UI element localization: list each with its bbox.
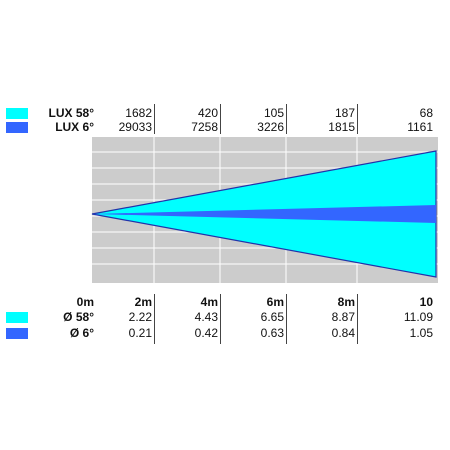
diameter-divider-4m — [220, 294, 221, 344]
diameter-58-label: Ø 58° — [63, 310, 94, 324]
lux-58-value-10m: 68 — [419, 106, 433, 120]
beam-6-cone — [92, 205, 436, 223]
lux-6-value-6m: 3226 — [257, 120, 284, 134]
lux-divider-2m — [154, 104, 155, 134]
lux-58-value-8m: 187 — [334, 106, 355, 120]
diameter-6-value-6m: 0.63 — [260, 326, 284, 340]
distance-header-10m: 10 — [419, 295, 433, 309]
diameter-58-swatch — [6, 312, 28, 323]
lux-58-value-4m: 420 — [197, 106, 218, 120]
diameter-58-value-2m: 2.22 — [128, 310, 152, 324]
diameter-58-value-8m: 8.87 — [331, 310, 355, 324]
diameter-6-value-4m: 0.42 — [194, 326, 218, 340]
lux-6-label: LUX 6° — [55, 120, 94, 134]
lux-6-value-8m: 1815 — [328, 120, 355, 134]
diameter-divider-2m — [154, 294, 155, 344]
diameter-58-value-10m: 11.09 — [403, 310, 433, 324]
lux-6-swatch — [6, 122, 28, 133]
lux-divider-6m — [286, 104, 287, 134]
lux-58-value-2m: 1682 — [125, 106, 152, 120]
distance-header-4m: 4m — [200, 295, 218, 309]
lux-6-value-2m: 29033 — [118, 120, 152, 134]
lux-divider-4m — [220, 104, 221, 134]
diameter-6-value-2m: 0.21 — [128, 326, 152, 340]
lux-6-value-10m: 1161 — [407, 120, 433, 134]
diameter-divider-6m — [286, 294, 287, 344]
diameter-6-label: Ø 6° — [69, 326, 94, 340]
distance-header-2m: 2m — [134, 295, 152, 309]
lux-6-value-4m: 7258 — [191, 120, 218, 134]
lux-58-swatch — [6, 108, 28, 119]
lux-divider-8m — [357, 104, 358, 134]
lux-58-value-6m: 105 — [263, 106, 284, 120]
diameter-6-value-8m: 0.84 — [331, 326, 355, 340]
diameter-6-value-10m: 1.05 — [409, 326, 433, 340]
diameter-58-value-6m: 6.65 — [260, 310, 284, 324]
lux-58-label: LUX 58° — [48, 106, 94, 120]
distance-origin-label: 0m — [76, 295, 94, 309]
diameter-divider-8m — [357, 294, 358, 344]
diameter-6-swatch — [6, 328, 28, 339]
diameter-58-value-4m: 4.43 — [194, 310, 218, 324]
distance-header-6m: 6m — [266, 295, 284, 309]
distance-header-8m: 8m — [337, 295, 355, 309]
